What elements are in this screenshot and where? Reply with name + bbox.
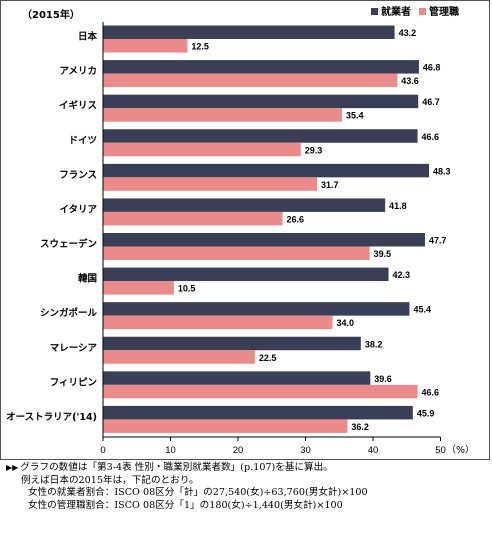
category-label: スウェーデン — [40, 238, 97, 250]
bar-workers — [103, 405, 413, 420]
value-label: 43.6 — [401, 76, 419, 86]
value-label: 36.2 — [351, 422, 369, 432]
value-label: 35.4 — [346, 111, 364, 121]
x-tick-label: 30 — [300, 445, 311, 456]
legend-swatch-2 — [419, 8, 426, 15]
bar-managers — [103, 73, 398, 88]
bar-managers — [103, 177, 317, 191]
bar-workers — [103, 94, 419, 109]
bar-workers — [103, 302, 410, 316]
category-label: ドイツ — [68, 135, 97, 146]
chart-frame — [0, 0, 490, 460]
value-label: 45.4 — [413, 305, 431, 315]
value-label: 46.6 — [422, 132, 440, 142]
bar-managers — [103, 350, 255, 364]
x-tick-label: 40 — [368, 445, 379, 456]
bar-workers — [103, 25, 395, 39]
note-line-3: 女性の就業者割合：ISCO 08区分「計」の27,540(女)÷63,760(男… — [28, 487, 368, 499]
value-label: 46.7 — [422, 97, 440, 107]
legend-swatch-1 — [371, 8, 378, 15]
value-label: 48.3 — [433, 166, 451, 176]
note-line-4: 女性の管理職割合：ISCO 08区分「1」の180(女)÷1,440(男女計)×… — [28, 499, 343, 511]
value-label: 42.3 — [393, 270, 411, 280]
category-label: シンガポール — [40, 307, 98, 319]
double-arrow-icon: ▶▶ — [6, 463, 19, 472]
x-tick-label: 50 — [435, 445, 446, 456]
bar-managers — [103, 142, 301, 157]
bar-workers — [103, 267, 389, 282]
bar-workers — [103, 198, 386, 212]
bar-managers — [103, 211, 283, 226]
category-label: フランス — [59, 170, 97, 181]
bar-managers — [103, 315, 333, 330]
bar-workers — [103, 163, 430, 178]
value-label: 10.5 — [178, 284, 196, 294]
value-label: 46.8 — [423, 63, 441, 73]
bar-workers — [103, 129, 418, 143]
legend-label-1: 就業者 — [381, 5, 411, 18]
category-label: イタリア — [59, 203, 97, 215]
value-label: 41.8 — [389, 201, 407, 211]
value-label: 39.5 — [374, 249, 392, 259]
x-tick-label: 20 — [233, 445, 244, 456]
value-label: 29.3 — [305, 145, 323, 155]
bar-workers — [103, 60, 419, 74]
value-label: 22.5 — [259, 353, 277, 363]
category-label: 韓国 — [78, 273, 97, 285]
chart-notes: ▶▶ グラフの数値は「第3-4表 性別・職業別就業者数」(p.107)を基に算出。… — [6, 462, 488, 512]
x-tick-label: 10 — [165, 445, 176, 456]
bar-managers — [103, 39, 188, 53]
category-label: オーストラリア('14) — [6, 412, 97, 423]
value-label: 34.0 — [337, 318, 355, 328]
category-label: フィリピン — [50, 376, 97, 388]
bar-managers — [103, 384, 418, 399]
bar-workers — [103, 371, 371, 385]
note-line-2: 例えば日本の2015年は，下記のとおり。 — [21, 474, 199, 486]
bar-managers — [103, 108, 342, 122]
bar-workers — [103, 336, 361, 351]
value-label: 45.9 — [417, 408, 435, 418]
bar-managers — [103, 246, 370, 260]
category-label: 日本 — [78, 31, 98, 43]
category-label: マレーシア — [50, 343, 98, 354]
value-label: 43.2 — [399, 28, 417, 38]
value-label: 26.6 — [287, 214, 305, 224]
year-label: （2015年） — [22, 8, 80, 21]
value-label: 31.7 — [321, 180, 339, 190]
x-tick-label: 0 — [100, 445, 105, 456]
category-label: イギリス — [59, 100, 97, 112]
value-label: 38.2 — [365, 339, 383, 349]
category-label: アメリカ — [59, 66, 97, 77]
bar-managers — [103, 281, 174, 295]
bar-managers — [103, 419, 348, 433]
value-label: 39.6 — [374, 374, 392, 384]
legend-label-2: 管理職 — [429, 5, 459, 18]
bar-workers — [103, 233, 425, 247]
x-axis-unit: （%） — [447, 444, 475, 456]
value-label: 12.5 — [191, 42, 209, 52]
value-label: 47.7 — [429, 236, 447, 246]
value-label: 46.6 — [422, 387, 440, 397]
note-line-1: ▶▶ グラフの数値は「第3-4表 性別・職業別就業者数」(p.107)を基に算出。 — [6, 462, 333, 473]
